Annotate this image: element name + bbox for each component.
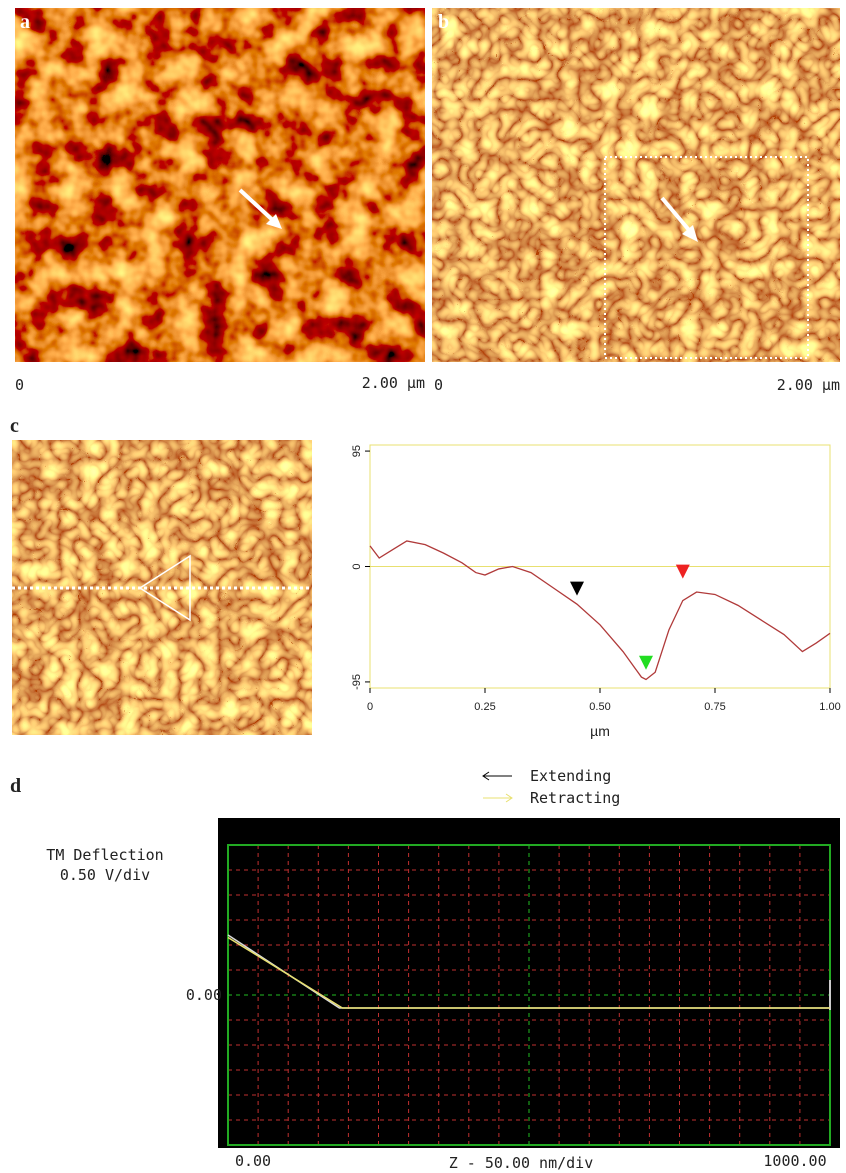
y-axis-label: TM Deflection xyxy=(46,846,163,864)
profile-line xyxy=(370,541,830,680)
x-tick-label: 0.50 xyxy=(589,701,610,713)
cursor-marker xyxy=(639,656,653,670)
x-tick-label: 0.75 xyxy=(704,701,725,713)
panel-label: b xyxy=(438,11,449,33)
y-tick-label: 95 xyxy=(351,445,363,457)
x-axis-label: µm xyxy=(590,723,610,739)
scale-start: 0 xyxy=(434,376,443,394)
y-tick-label: 0.00 xyxy=(186,986,222,1004)
x-tick-label: 1000.00 xyxy=(763,1152,826,1170)
x-tick-label: 1.00 xyxy=(819,701,840,713)
legend-label: Extending xyxy=(530,767,611,785)
legend-label: Retracting xyxy=(530,789,620,807)
afm-texture-b xyxy=(432,8,840,362)
x-tick-label: 0.00 xyxy=(235,1152,271,1170)
panel-label: a xyxy=(20,11,30,33)
y-axis-label: 0.50 V/div xyxy=(60,866,150,884)
scale-end: 2.00 µm xyxy=(777,376,840,394)
cursor-marker xyxy=(570,582,584,596)
panel-label: d xyxy=(10,775,21,797)
y-tick-label: -95 xyxy=(351,674,363,690)
y-tick-label: 0 xyxy=(351,563,363,569)
scale-start: 0 xyxy=(15,376,24,394)
scale-end: 2.00 µm xyxy=(362,374,425,392)
x-tick-label: 0 xyxy=(367,701,373,713)
afm-texture-a xyxy=(15,8,425,362)
figure: a b c d 0 2.00 µm 0 2.00 µm -95 0 95 0 0.25 0… xyxy=(0,0,846,1173)
x-tick-label: 0.25 xyxy=(474,701,495,713)
panel-label: c xyxy=(10,415,19,437)
cursor-marker xyxy=(676,565,690,579)
x-axis-label: Z - 50.00 nm/div xyxy=(449,1154,594,1172)
